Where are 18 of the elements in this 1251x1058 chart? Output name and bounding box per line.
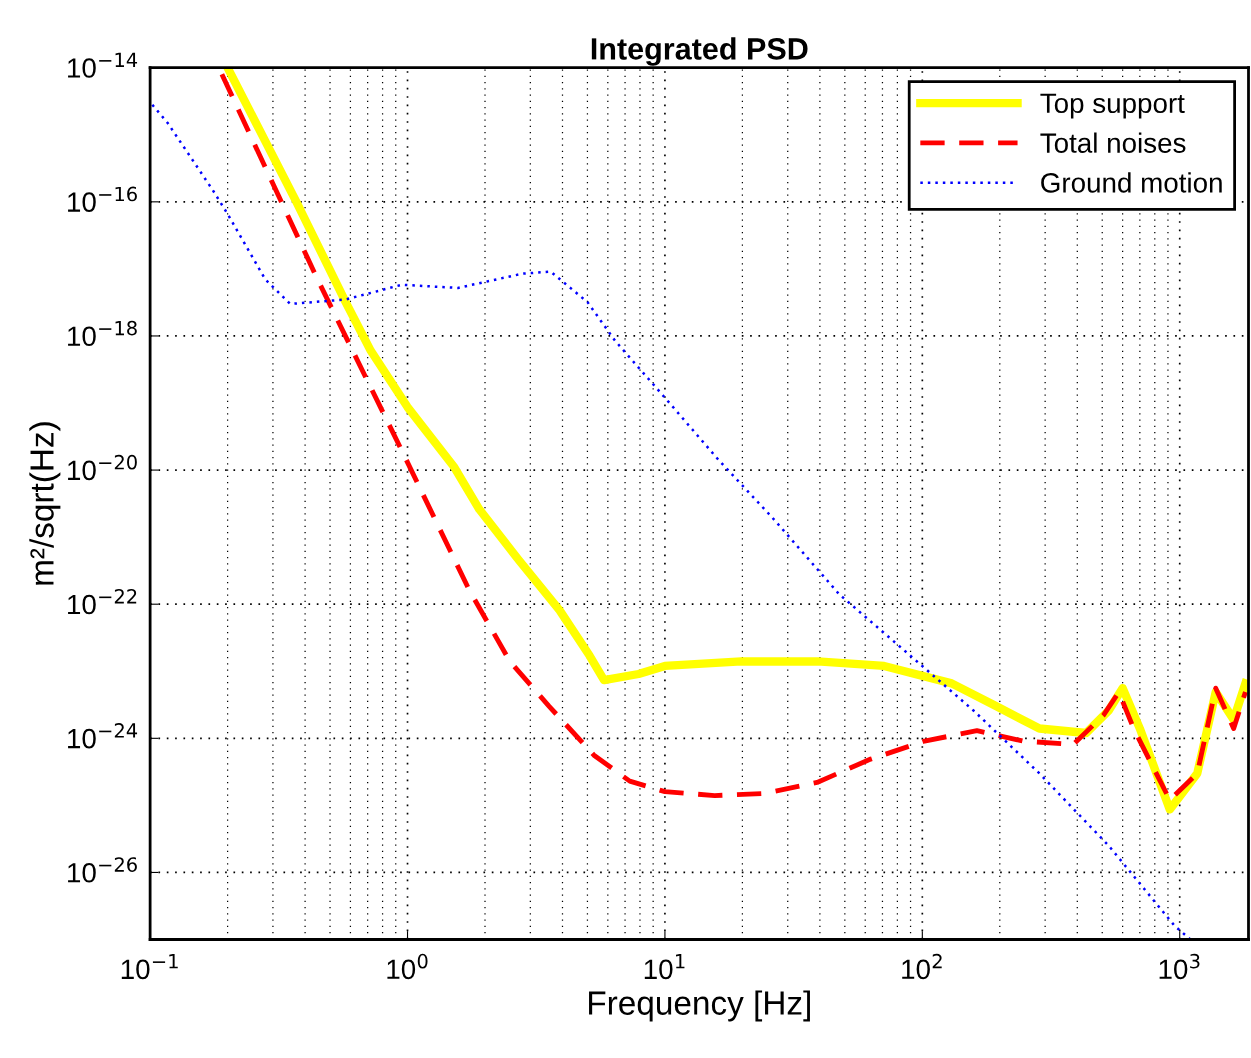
y-tick-label: 10$^{−22}$ — [68, 588, 137, 615]
x-tick-label: 10$^{−1}$ — [121, 954, 178, 980]
y-tick-label: 10$^{−20}$ — [68, 454, 137, 481]
legend-label: Total noises — [1040, 132, 1186, 153]
legend-label: Ground motion — [1041, 172, 1222, 193]
x-tick-label: 10$^{0}$ — [387, 953, 428, 980]
legend-label: Top support — [1040, 93, 1185, 119]
x-tick-label: 10$^{1}$ — [644, 954, 685, 980]
y-tick-label: 10$^{−18}$ — [68, 320, 137, 347]
x-tick-label: 10$^{3}$ — [1159, 953, 1200, 980]
y-axis-title: m²/sqrt(Hz) — [29, 422, 61, 585]
y-tick-label: 10$^{−14}$ — [68, 52, 138, 78]
chart-title: Integrated PSD — [591, 37, 808, 66]
x-tick-label: 10$^{2}$ — [902, 953, 942, 980]
x-axis-title: Frequency [Hz] — [589, 990, 810, 1022]
y-tick-label: 10$^{−24}$ — [68, 723, 138, 749]
y-tick-label: 10$^{−16}$ — [68, 186, 137, 212]
y-tick-label: 10$^{−26}$ — [68, 857, 137, 883]
